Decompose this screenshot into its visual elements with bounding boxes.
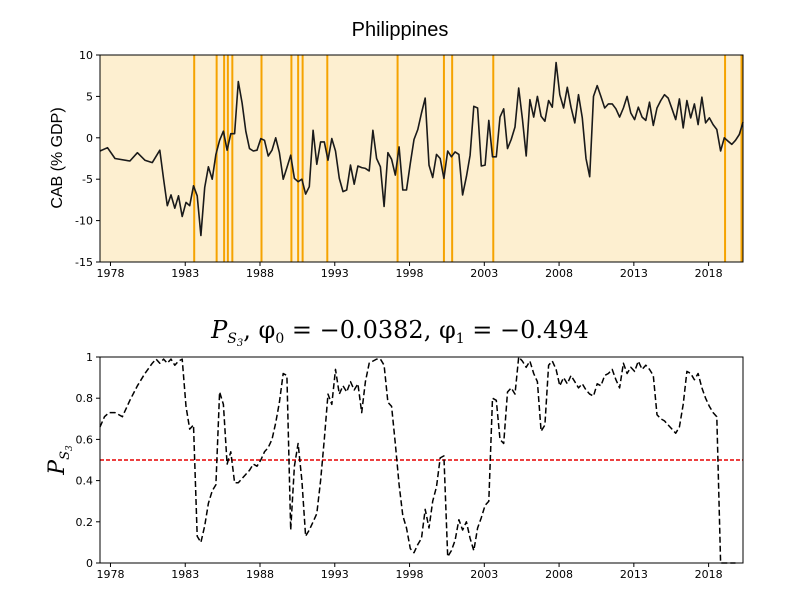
- title-phi0-sub: 0: [275, 331, 284, 347]
- x-tick-label-1993: 1993: [321, 267, 349, 280]
- y-tick-label-0: -15: [75, 256, 93, 269]
- y-tick-label-1: -10: [75, 215, 93, 228]
- chart1-x-axis: 1978 1983 1988 1993 1998 2003 2008 2013 2018: [96, 262, 722, 280]
- chart2-ylabel: PS3: [45, 445, 75, 476]
- cab-chart: Philippines CAB (% GDP) 1978 1983 1988 1993…: [49, 19, 743, 280]
- x-tick-label-1983: 1983: [171, 568, 199, 581]
- y-tick-label-3: 0: [86, 132, 93, 145]
- title-rest: , φ: [243, 316, 275, 344]
- x-tick-label-2008: 2008: [545, 568, 573, 581]
- title-phi1-val: = −0.494: [465, 316, 589, 344]
- y-tick-label-4: 0.8: [76, 392, 94, 405]
- y-tick-label-4: 5: [86, 90, 93, 103]
- x-tick-label-2003: 2003: [470, 267, 498, 280]
- title-s: S: [227, 331, 237, 347]
- x-tick-label-1988: 1988: [246, 267, 274, 280]
- x-tick-label-2013: 2013: [620, 267, 648, 280]
- ylabel-s: S: [58, 451, 73, 460]
- y-tick-label-2: -5: [82, 173, 93, 186]
- title-phi0-val: = −0.0382, φ: [284, 316, 456, 344]
- y-tick-label-2: 0.4: [76, 475, 94, 488]
- x-tick-label-1983: 1983: [171, 267, 199, 280]
- chart2-x-axis: 1978 1983 1988 1993 1998 2003 2008 2013 2018: [96, 563, 722, 581]
- title-p: P: [210, 316, 228, 344]
- x-tick-label-1993: 1993: [321, 568, 349, 581]
- y-tick-label-3: 0.6: [76, 433, 94, 446]
- chart1-title: Philippines: [352, 19, 449, 41]
- chart2-y-axis: 0 0.2 0.4 0.6 0.8 1: [76, 351, 101, 570]
- y-tick-label-1: 0.2: [76, 516, 94, 529]
- chart1-ylabel: CAB (% GDP): [49, 107, 66, 208]
- chart1-background: [100, 55, 743, 262]
- x-tick-label-2008: 2008: [545, 267, 573, 280]
- ylabel-p: P: [45, 459, 70, 476]
- title-phi1-sub: 1: [456, 331, 465, 347]
- x-tick-label-2018: 2018: [695, 267, 723, 280]
- x-tick-label-1978: 1978: [96, 568, 124, 581]
- ylabel-three: 3: [65, 445, 75, 451]
- x-tick-label-1988: 1988: [246, 568, 274, 581]
- x-tick-label-2018: 2018: [695, 568, 723, 581]
- x-tick-label-1978: 1978: [96, 267, 124, 280]
- chart2-title: PS3, φ0 = −0.0382, φ1 = −0.494: [210, 316, 589, 349]
- chart1-y-axis: -15 -10 -5 0 5 10: [75, 49, 100, 269]
- x-tick-label-1998: 1998: [396, 267, 424, 280]
- x-tick-label-2013: 2013: [620, 568, 648, 581]
- probability-chart: PS3, φ0 = −0.0382, φ1 = −0.494 PS3 1978 1…: [45, 316, 743, 581]
- x-tick-label-1998: 1998: [396, 568, 424, 581]
- x-tick-label-2003: 2003: [470, 568, 498, 581]
- y-tick-label-0: 0: [86, 557, 93, 570]
- y-tick-label-5: 10: [79, 49, 93, 62]
- y-tick-label-5: 1: [86, 351, 93, 364]
